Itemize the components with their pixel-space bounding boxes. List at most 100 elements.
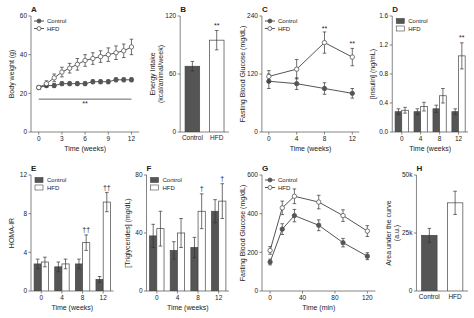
error-bar	[151, 224, 155, 247]
y-axis-line	[31, 175, 32, 291]
x-tick-label: 0	[37, 135, 41, 142]
y-tick-label: 50k	[402, 171, 413, 178]
x-tick-label: 0	[267, 135, 271, 142]
error-bar	[91, 53, 95, 65]
x-tick-label: 0	[155, 294, 159, 301]
error-bar	[434, 105, 438, 112]
y-tick-label: 40	[20, 51, 28, 58]
y-tick-label: 40	[135, 229, 143, 236]
y-tick-label: 20	[20, 90, 28, 97]
error-bar	[106, 48, 110, 62]
y-tick	[260, 291, 263, 292]
annotation: **	[350, 40, 356, 47]
panel: 0.00.40.81.21.604812**ControlHFDDTime (w…	[369, 5, 468, 153]
x-tick-label: 0	[40, 294, 44, 301]
series-line	[39, 47, 132, 88]
x-tick-label: HFD	[448, 293, 462, 300]
x-tick-label: 40	[299, 294, 307, 301]
error-bar	[179, 219, 183, 248]
x-tick-label: Control	[182, 134, 204, 141]
plot-marks	[267, 32, 355, 98]
error-bar	[215, 31, 219, 50]
error-bar	[68, 82, 72, 86]
legend: ControlHFD	[265, 177, 297, 191]
legend-label: Control	[278, 18, 297, 24]
error-bar	[130, 78, 134, 82]
legend-swatch	[35, 185, 43, 190]
series	[34, 259, 103, 291]
series-point	[106, 80, 110, 84]
error-bar	[351, 89, 355, 99]
y-tick-label: 0.8	[379, 70, 388, 77]
y-tick-label: 4	[23, 249, 27, 256]
error-bar	[84, 235, 88, 250]
error-bar	[77, 259, 81, 269]
y-axis-label-line: (kcal/animal/week)	[157, 45, 165, 103]
error-bar	[341, 238, 345, 247]
y-tick	[178, 74, 181, 75]
panel-title: H	[416, 164, 422, 173]
y-axis-label-line: Fasting Blood Glucose (mg/dL)	[239, 26, 247, 123]
series-point	[75, 81, 79, 85]
y-tick-label: 0	[23, 287, 27, 294]
y-tick-label: 1.6	[379, 12, 388, 19]
legend-swatch	[396, 19, 404, 24]
y-tick-label: 0	[173, 128, 177, 135]
series	[150, 200, 219, 291]
series-point	[280, 227, 284, 231]
error-bar	[99, 80, 103, 84]
panel: 012024004812****ControlHFDCTime (weeks)F…	[239, 5, 359, 153]
annotation: **	[459, 34, 465, 41]
x-tick-label: HFD	[210, 134, 224, 141]
panel-title: C	[262, 5, 268, 14]
annotation: ††	[82, 226, 90, 233]
series-point	[317, 200, 321, 204]
bar	[422, 235, 437, 291]
error-bar	[91, 80, 95, 84]
series-point	[365, 254, 369, 258]
bar	[209, 40, 224, 132]
series-point	[350, 55, 354, 59]
x-tick-label: 0	[268, 294, 272, 301]
panel: 0204060036912**ControlHFDATime (weeks)Bo…	[8, 5, 139, 153]
legend-marker	[37, 27, 41, 31]
x-tick-label: 4	[176, 294, 180, 301]
y-tick	[390, 103, 393, 104]
y-axis-label-line: Area under the curve	[385, 200, 392, 265]
series-point	[268, 260, 272, 264]
y-tick	[178, 132, 181, 133]
y-tick-label: 1.2	[379, 41, 388, 48]
series-point	[122, 78, 126, 82]
plot-marks	[395, 43, 465, 132]
x-tick-label: 6	[83, 135, 87, 142]
x-axis-label: Time (weeks)	[64, 145, 106, 153]
y-axis-label-line: Energy Intake	[149, 52, 157, 95]
error-bar	[403, 107, 407, 113]
y-tick-label: 80	[135, 171, 143, 178]
y-tick	[29, 252, 32, 253]
series-point	[114, 51, 118, 55]
error-bar	[293, 189, 297, 204]
plot-marks	[185, 31, 224, 133]
panel: 020040060004080120ControlHFDGTime (min)F…	[239, 164, 375, 312]
y-tick	[29, 16, 32, 17]
y-tick	[414, 233, 417, 234]
y-tick-label: 0	[139, 287, 143, 294]
legend-marker	[268, 186, 272, 190]
series-point	[267, 74, 271, 78]
legend-marker	[37, 19, 41, 23]
error-bar	[268, 259, 272, 265]
series-point	[365, 229, 369, 233]
error-bar	[341, 210, 345, 222]
series-point	[60, 81, 64, 85]
error-bar	[317, 220, 321, 231]
legend-swatch	[35, 178, 43, 183]
y-axis-label: [Triglycerides] (mg/dL)	[124, 198, 132, 267]
y-tick	[390, 16, 393, 17]
series-point	[114, 78, 118, 82]
legend-label: HFD	[163, 185, 176, 191]
error-bar	[453, 191, 457, 214]
series	[268, 209, 370, 264]
panel-title: A	[31, 5, 37, 14]
y-tick	[259, 132, 262, 133]
